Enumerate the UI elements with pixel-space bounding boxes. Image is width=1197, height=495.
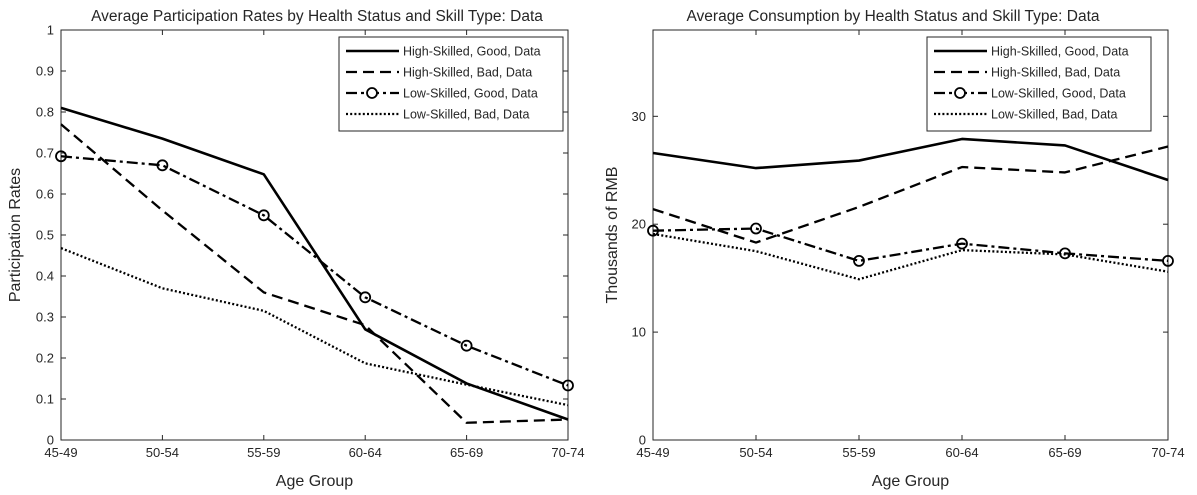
y-tick-label: 0 bbox=[639, 433, 646, 448]
y-tick-label: 0.6 bbox=[36, 187, 54, 202]
series-path bbox=[652, 145, 1169, 244]
series-line-3 bbox=[55, 150, 574, 392]
series-path bbox=[60, 123, 569, 424]
y-tick-label: 0.2 bbox=[36, 351, 54, 366]
y-tick-label: 0.8 bbox=[36, 105, 54, 120]
chart-title: Average Consumption by Health Status and… bbox=[687, 8, 1100, 25]
series-line-1 bbox=[652, 137, 1169, 182]
chart-panel-2: 45-49 50-54 55-59 60-64 65-69 70-74 0 10 20 30 Ave… bbox=[604, 8, 1185, 490]
y-tick-label: 0.3 bbox=[36, 310, 54, 325]
y-axis-label: Thousands of RMB bbox=[604, 167, 621, 304]
data-point-marker bbox=[853, 254, 865, 267]
series-line-2 bbox=[60, 123, 569, 424]
legend-label: High-Skilled, Good, Data bbox=[403, 45, 541, 59]
legend-label: Low-Skilled, Good, Data bbox=[403, 87, 538, 101]
series-line-2 bbox=[652, 145, 1169, 244]
legend-label: High-Skilled, Bad, Data bbox=[403, 66, 532, 80]
x-tick-label: 65-69 bbox=[450, 445, 483, 460]
series-path bbox=[652, 137, 1169, 182]
y-tick-label: 20 bbox=[632, 217, 646, 232]
x-tick-label: 60-64 bbox=[945, 445, 978, 460]
data-point-marker bbox=[562, 379, 574, 392]
chart-panel-1: 45-49 50-54 55-59 60-64 65-69 70-74 0 0.1 0.2 0.3… bbox=[7, 8, 585, 490]
legend-marker bbox=[954, 87, 966, 99]
data-point-marker bbox=[1162, 254, 1174, 267]
legend-label: High-Skilled, Bad, Data bbox=[991, 66, 1120, 80]
y-tick-label: 0 bbox=[47, 433, 54, 448]
series-line-3 bbox=[647, 222, 1174, 267]
data-point-marker bbox=[460, 339, 473, 352]
x-axis-label: Age Group bbox=[276, 473, 353, 490]
chart-title: Average Participation Rates by Health St… bbox=[91, 8, 543, 25]
x-tick-label: 45-49 bbox=[44, 445, 77, 460]
legend-box bbox=[338, 36, 564, 132]
legend-label: Low-Skilled, Bad, Data bbox=[991, 108, 1118, 122]
series-path bbox=[60, 247, 569, 407]
y-tick-label: 0.7 bbox=[36, 146, 54, 161]
y-tick-label: 0.4 bbox=[36, 269, 54, 284]
data-point-marker bbox=[359, 291, 372, 304]
y-tick-label: 0.1 bbox=[36, 392, 54, 407]
legend-label: Low-Skilled, Good, Data bbox=[991, 87, 1126, 101]
data-point-marker bbox=[750, 222, 762, 235]
x-tick-label: 70-74 bbox=[551, 445, 584, 460]
legend-label: High-Skilled, Good, Data bbox=[991, 45, 1129, 59]
x-tick-label: 50-54 bbox=[739, 445, 772, 460]
legend-label: Low-Skilled, Bad, Data bbox=[403, 108, 530, 122]
series-path bbox=[652, 227, 1169, 263]
data-point-marker bbox=[647, 224, 659, 237]
x-tick-label: 55-59 bbox=[842, 445, 875, 460]
series-path bbox=[60, 155, 569, 387]
y-tick-label: 10 bbox=[632, 325, 646, 340]
legend-marker bbox=[366, 87, 378, 99]
legend: High-Skilled, Good, Data High-Skilled, Ba… bbox=[338, 36, 564, 132]
data-point-marker bbox=[257, 209, 270, 222]
data-point-marker bbox=[156, 159, 169, 172]
x-axis-label: Age Group bbox=[872, 473, 949, 490]
series-path bbox=[60, 106, 569, 421]
y-axis-label: Participation Rates bbox=[7, 168, 24, 302]
series-line-4 bbox=[60, 247, 569, 407]
series-path bbox=[652, 232, 1169, 281]
y-tick-label: 1 bbox=[47, 23, 54, 38]
x-tick-label: 70-74 bbox=[1151, 445, 1184, 460]
series-line-1 bbox=[60, 106, 569, 421]
series-line-4 bbox=[652, 232, 1169, 281]
x-tick-label: 60-64 bbox=[349, 445, 382, 460]
y-tick-label: 0.9 bbox=[36, 64, 54, 79]
x-tick-label: 45-49 bbox=[636, 445, 669, 460]
x-tick-label: 55-59 bbox=[247, 445, 280, 460]
data-point-marker bbox=[956, 237, 968, 250]
y-tick-label: 30 bbox=[632, 109, 646, 124]
legend: High-Skilled, Good, Data High-Skilled, Ba… bbox=[926, 36, 1152, 132]
data-point-marker bbox=[55, 150, 67, 163]
x-tick-label: 65-69 bbox=[1048, 445, 1081, 460]
y-tick-label: 0.5 bbox=[36, 228, 54, 243]
legend-box bbox=[926, 36, 1152, 132]
x-tick-label: 50-54 bbox=[146, 445, 179, 460]
